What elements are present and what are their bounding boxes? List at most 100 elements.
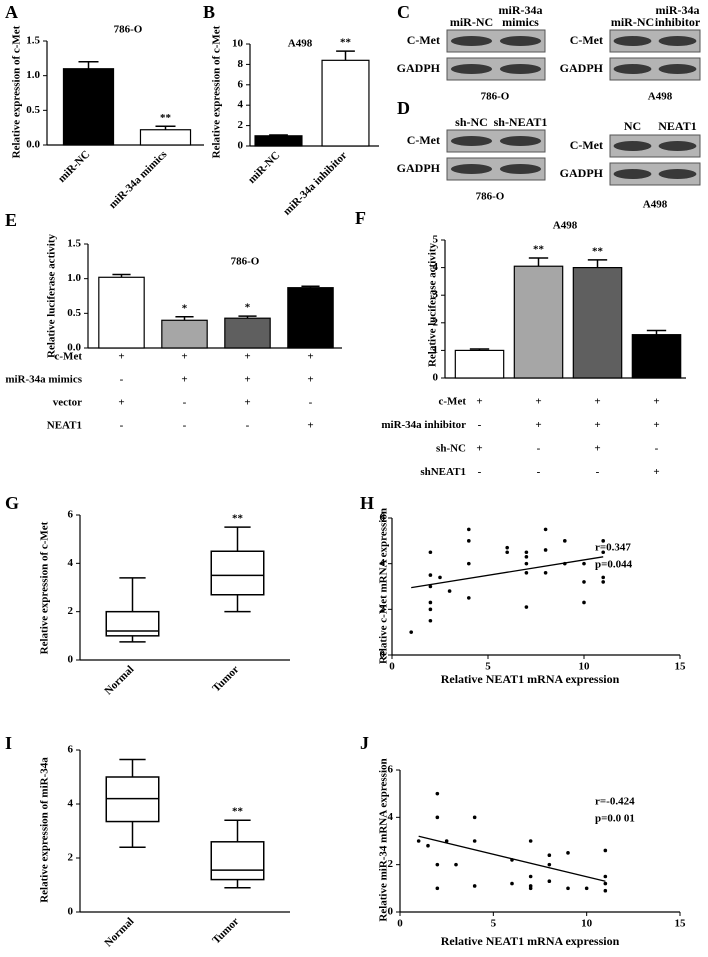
x-axis-label: Relative NEAT1 mRNA expression: [441, 934, 620, 948]
bar: [139, 129, 192, 146]
point: [524, 555, 529, 559]
blot-band: [658, 141, 697, 151]
point: [467, 596, 471, 600]
point: [435, 815, 440, 820]
stat-label: r=0.347: [595, 542, 631, 554]
x-tick-label: 15: [675, 918, 687, 930]
point: [543, 527, 548, 532]
bar: [287, 287, 334, 349]
condition-mark: +: [244, 397, 250, 409]
fit-line: [418, 835, 606, 882]
point: [472, 884, 477, 888]
point: [428, 607, 433, 612]
condition-mark: +: [307, 374, 313, 386]
y-tick-label: 0.0: [26, 139, 40, 151]
y-tick-label: 4: [68, 557, 74, 569]
point: [543, 571, 548, 575]
blot-band: [613, 141, 652, 151]
y-axis-label: Relative expression of miR-34a: [39, 757, 51, 903]
blot-band: [658, 64, 697, 74]
box: [105, 610, 160, 637]
bar: [161, 319, 208, 349]
condition-mark: -: [478, 419, 482, 431]
stat-label: p=0.044: [595, 559, 633, 571]
point: [428, 550, 433, 555]
point: [428, 573, 433, 577]
y-tick-label: 0: [68, 654, 74, 666]
point: [505, 545, 510, 550]
condition-mark: +: [653, 396, 659, 408]
y-tick-label: 0.0: [67, 342, 81, 354]
y-tick-label: 2: [68, 852, 74, 864]
condition-mark: -: [537, 443, 541, 455]
y-tick-label: 0: [68, 906, 74, 918]
point: [582, 600, 586, 605]
condition-mark: +: [535, 396, 541, 408]
panel-letter: G: [5, 493, 19, 513]
blot-row-label: C-Met: [570, 33, 603, 47]
chart-title: A498: [288, 38, 313, 50]
y-axis-label: Relative luciferase activity: [46, 234, 58, 359]
y-tick-label: 4: [68, 798, 74, 810]
condition-mark: -: [309, 397, 313, 409]
point: [472, 839, 477, 843]
y-tick-label: 1.5: [67, 238, 81, 250]
bar: [321, 59, 370, 147]
significance-label: **: [340, 37, 352, 49]
x-tick-label: 0: [397, 918, 403, 930]
y-tick-label: 0: [388, 906, 394, 918]
panel-letter: E: [5, 210, 17, 230]
x-tick-label: miR-34a inhibitor: [281, 149, 349, 217]
point: [428, 584, 433, 589]
x-tick-label: 15: [675, 661, 687, 673]
panel-letter: A: [5, 2, 18, 22]
condition-mark: +: [535, 419, 541, 431]
x-axis-label: Relative NEAT1 mRNA expression: [441, 672, 620, 686]
x-tick-label: Normal: [102, 663, 136, 697]
blot-strip: [446, 29, 546, 53]
condition-mark: +: [244, 351, 250, 363]
condition-name: miR-34a mimics: [5, 374, 82, 386]
panel-letter: F: [355, 208, 366, 228]
condition-mark: -: [246, 420, 250, 432]
bar: [224, 317, 271, 349]
condition-mark: +: [307, 351, 313, 363]
x-tick-label: miR-34a mimics: [107, 148, 170, 211]
point: [444, 839, 449, 843]
condition-name: sh-NC: [436, 443, 466, 455]
chart-title: A498: [553, 220, 578, 232]
y-axis-label: Relative miR-34 mRNA expression: [378, 758, 390, 921]
x-tick-label: miR-NC: [246, 149, 283, 186]
y-tick-label: 2: [433, 316, 439, 328]
blot-strip: [609, 134, 701, 158]
x-tick-label: 10: [579, 661, 591, 673]
y-tick-label: 4: [380, 557, 386, 569]
cell-line-label: A498: [648, 91, 673, 103]
condition-mark: -: [596, 466, 600, 478]
point: [547, 862, 552, 867]
significance-label: **: [592, 245, 604, 257]
box: [210, 841, 265, 881]
point: [472, 815, 477, 820]
x-tick-label: 5: [485, 661, 491, 673]
condition-name: miR-34a inhibitor: [381, 419, 466, 431]
point: [582, 561, 586, 566]
point: [505, 550, 510, 555]
point: [603, 874, 608, 879]
y-tick-label: 1: [433, 344, 439, 356]
blot-row-label: GADPH: [397, 161, 441, 175]
condition-mark: +: [653, 419, 659, 431]
y-tick-label: 6: [68, 744, 74, 756]
y-tick-label: 0: [433, 372, 439, 384]
point: [426, 843, 430, 848]
point: [438, 575, 442, 580]
x-tick-label: miR-NC: [56, 148, 93, 185]
cell-line-label: 786-O: [481, 91, 510, 103]
y-tick-label: 8: [238, 58, 244, 70]
lane-label: NEAT1: [658, 119, 697, 133]
lane-label: sh-NEAT1: [493, 115, 548, 129]
y-tick-label: 2: [388, 858, 394, 870]
blot-band: [613, 64, 652, 74]
lane-label: miR-34a inhibitor: [654, 3, 701, 29]
